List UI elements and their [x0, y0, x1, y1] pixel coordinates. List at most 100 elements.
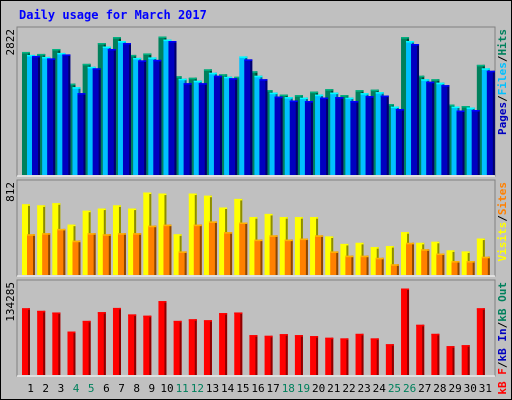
bar-highlight [117, 233, 126, 235]
bar-highlight [461, 251, 470, 253]
bar-shadow [376, 338, 379, 375]
bar-highlight [158, 301, 167, 303]
bar-pages-day-6 [107, 48, 116, 175]
bar-visits-day-9 [143, 192, 152, 275]
bar-highlight [203, 195, 212, 198]
bar-shadow [199, 224, 202, 275]
bar-highlight [133, 57, 142, 60]
bar-highlight [57, 52, 66, 55]
bar-visits-day-17 [264, 213, 273, 275]
bar-highlight [32, 55, 40, 58]
bar-highlight [173, 320, 182, 323]
bar-highlight [284, 97, 293, 99]
bar-kb-f-day-28 [431, 333, 440, 375]
x-tick-label: 1 [27, 382, 34, 395]
bar-highlight [325, 236, 334, 238]
bar-visits-day-24 [370, 247, 379, 275]
bar-files-day-18 [284, 97, 293, 175]
bar-highlight [72, 87, 81, 89]
bar-files-day-28 [436, 82, 445, 175]
bar-shadow [194, 319, 197, 375]
bar-shadow [225, 313, 228, 375]
bar-highlight [112, 205, 121, 207]
bar-highlight [395, 109, 404, 111]
bar-shadow [174, 41, 177, 175]
bar-sites-day-3 [57, 228, 66, 275]
x-tick-label: 22 [342, 382, 355, 395]
bar-highlight [143, 53, 152, 55]
bar-highlight [224, 76, 233, 79]
bar-files-day-29 [451, 106, 460, 175]
bar-highlight [203, 69, 212, 71]
x-tick-label: 25 [388, 382, 401, 395]
bar-highlight [234, 76, 243, 79]
bar-highlight [163, 224, 172, 227]
bar-pages-day-19 [304, 101, 313, 175]
bar-highlight [279, 94, 288, 97]
bar-pages-day-20 [320, 97, 329, 175]
bar-kb-f-day-27 [416, 324, 425, 375]
bar-pages-day-4 [77, 93, 86, 175]
bar-shadow [260, 239, 263, 275]
bar-pages-day-1 [32, 55, 40, 176]
bar-shadow [103, 312, 106, 375]
bar-kb-f-day-29 [446, 346, 455, 375]
bar-shadow [356, 101, 359, 175]
x-tick-label: 23 [358, 382, 371, 395]
bar-sites-day-25 [390, 264, 399, 275]
bar-highlight [340, 95, 349, 97]
bar-highlight [112, 37, 121, 39]
bar-shadow [477, 110, 480, 175]
bar-highlight [148, 57, 157, 59]
bar-shadow [169, 224, 172, 275]
bar-highlight [102, 46, 111, 49]
bar-sites-day-18 [284, 239, 293, 275]
bar-shadow [492, 70, 495, 175]
bar-highlight [289, 100, 298, 103]
bar-shadow [28, 308, 30, 375]
bar-visits-day-8 [128, 208, 137, 275]
bar-highlight [385, 104, 394, 106]
bar-highlight [254, 239, 263, 242]
bar-pages-day-15 [244, 59, 253, 176]
bar-sites-day-10 [163, 224, 172, 275]
bar-files-day-1 [27, 54, 35, 176]
bar-shadow [295, 100, 298, 175]
bar-shadow [108, 234, 111, 275]
series-sites [27, 221, 490, 275]
bar-sites-day-28 [436, 253, 445, 275]
bar-highlight [421, 79, 430, 81]
bar-highlight [264, 90, 273, 92]
bar-shadow [280, 96, 283, 175]
bar-shadow [118, 307, 121, 375]
bar-highlight [451, 261, 460, 263]
bar-sites-day-17 [269, 235, 278, 275]
bar-sites-day-9 [148, 225, 157, 275]
bar-highlight [239, 56, 248, 58]
bar-highlight [299, 97, 308, 100]
bar-shadow [447, 85, 450, 175]
legend-part: / [496, 55, 509, 62]
bar-highlight [431, 79, 440, 81]
panel-max-label: 134285 [4, 282, 17, 322]
bar-highlight [416, 324, 425, 327]
bar-shadow [88, 320, 91, 375]
bar-shadow [487, 256, 490, 275]
bar-highlight [446, 250, 455, 252]
bar-highlight [401, 288, 410, 291]
bar-files-day-11 [178, 78, 187, 175]
bar-hits-day-3 [52, 48, 61, 175]
bar-highlight [330, 92, 339, 95]
bar-kb-f-day-31 [476, 308, 485, 375]
bar-files-day-17 [269, 92, 278, 175]
bar-shadow [265, 79, 268, 175]
bar-highlight [42, 56, 51, 59]
bar-kb-f-day-20 [310, 336, 319, 375]
bar-shadow [407, 288, 410, 375]
bar-highlight [486, 70, 495, 73]
bar-sites-day-30 [466, 261, 475, 275]
bar-sites-day-4 [72, 240, 81, 275]
bar-visits-day-5 [82, 210, 91, 275]
bar-hits-day-5 [82, 63, 91, 175]
bar-shadow [33, 234, 35, 275]
